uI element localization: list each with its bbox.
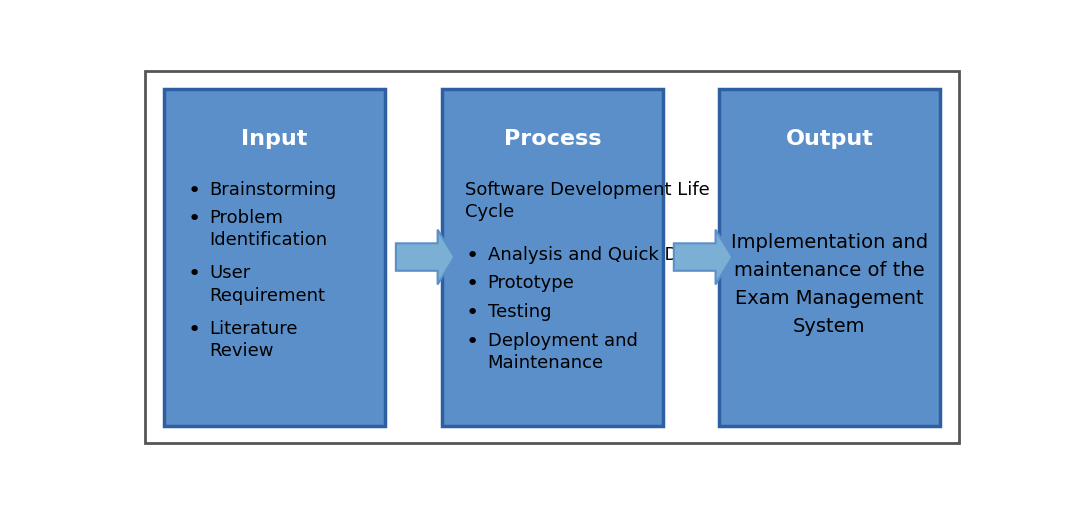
Bar: [442, 89, 663, 426]
Text: Brainstorming: Brainstorming: [210, 181, 337, 199]
Text: •: •: [465, 274, 478, 294]
Text: User
Requirement: User Requirement: [210, 265, 325, 305]
Text: Process: Process: [504, 129, 601, 150]
Text: •: •: [465, 331, 478, 352]
Text: •: •: [187, 320, 200, 340]
Bar: [164, 89, 386, 426]
Text: Analysis and Quick Design: Analysis and Quick Design: [488, 246, 727, 264]
Text: •: •: [465, 246, 478, 266]
Text: Software Development Life
Cycle: Software Development Life Cycle: [465, 181, 710, 221]
Text: Problem
Identification: Problem Identification: [210, 209, 327, 249]
Polygon shape: [674, 230, 732, 285]
Text: •: •: [187, 209, 200, 229]
Text: •: •: [187, 265, 200, 285]
Text: Implementation and
maintenance of the
Exam Management
System: Implementation and maintenance of the Ex…: [731, 233, 928, 335]
Text: Deployment and
Maintenance: Deployment and Maintenance: [488, 331, 638, 372]
Text: •: •: [465, 303, 478, 323]
Text: Testing: Testing: [488, 303, 551, 321]
Polygon shape: [396, 230, 454, 285]
Text: Output: Output: [785, 129, 873, 150]
Text: Prototype: Prototype: [488, 274, 574, 292]
Text: Literature
Review: Literature Review: [210, 320, 298, 360]
Text: •: •: [187, 181, 200, 201]
Bar: [719, 89, 940, 426]
Text: Input: Input: [241, 129, 308, 150]
